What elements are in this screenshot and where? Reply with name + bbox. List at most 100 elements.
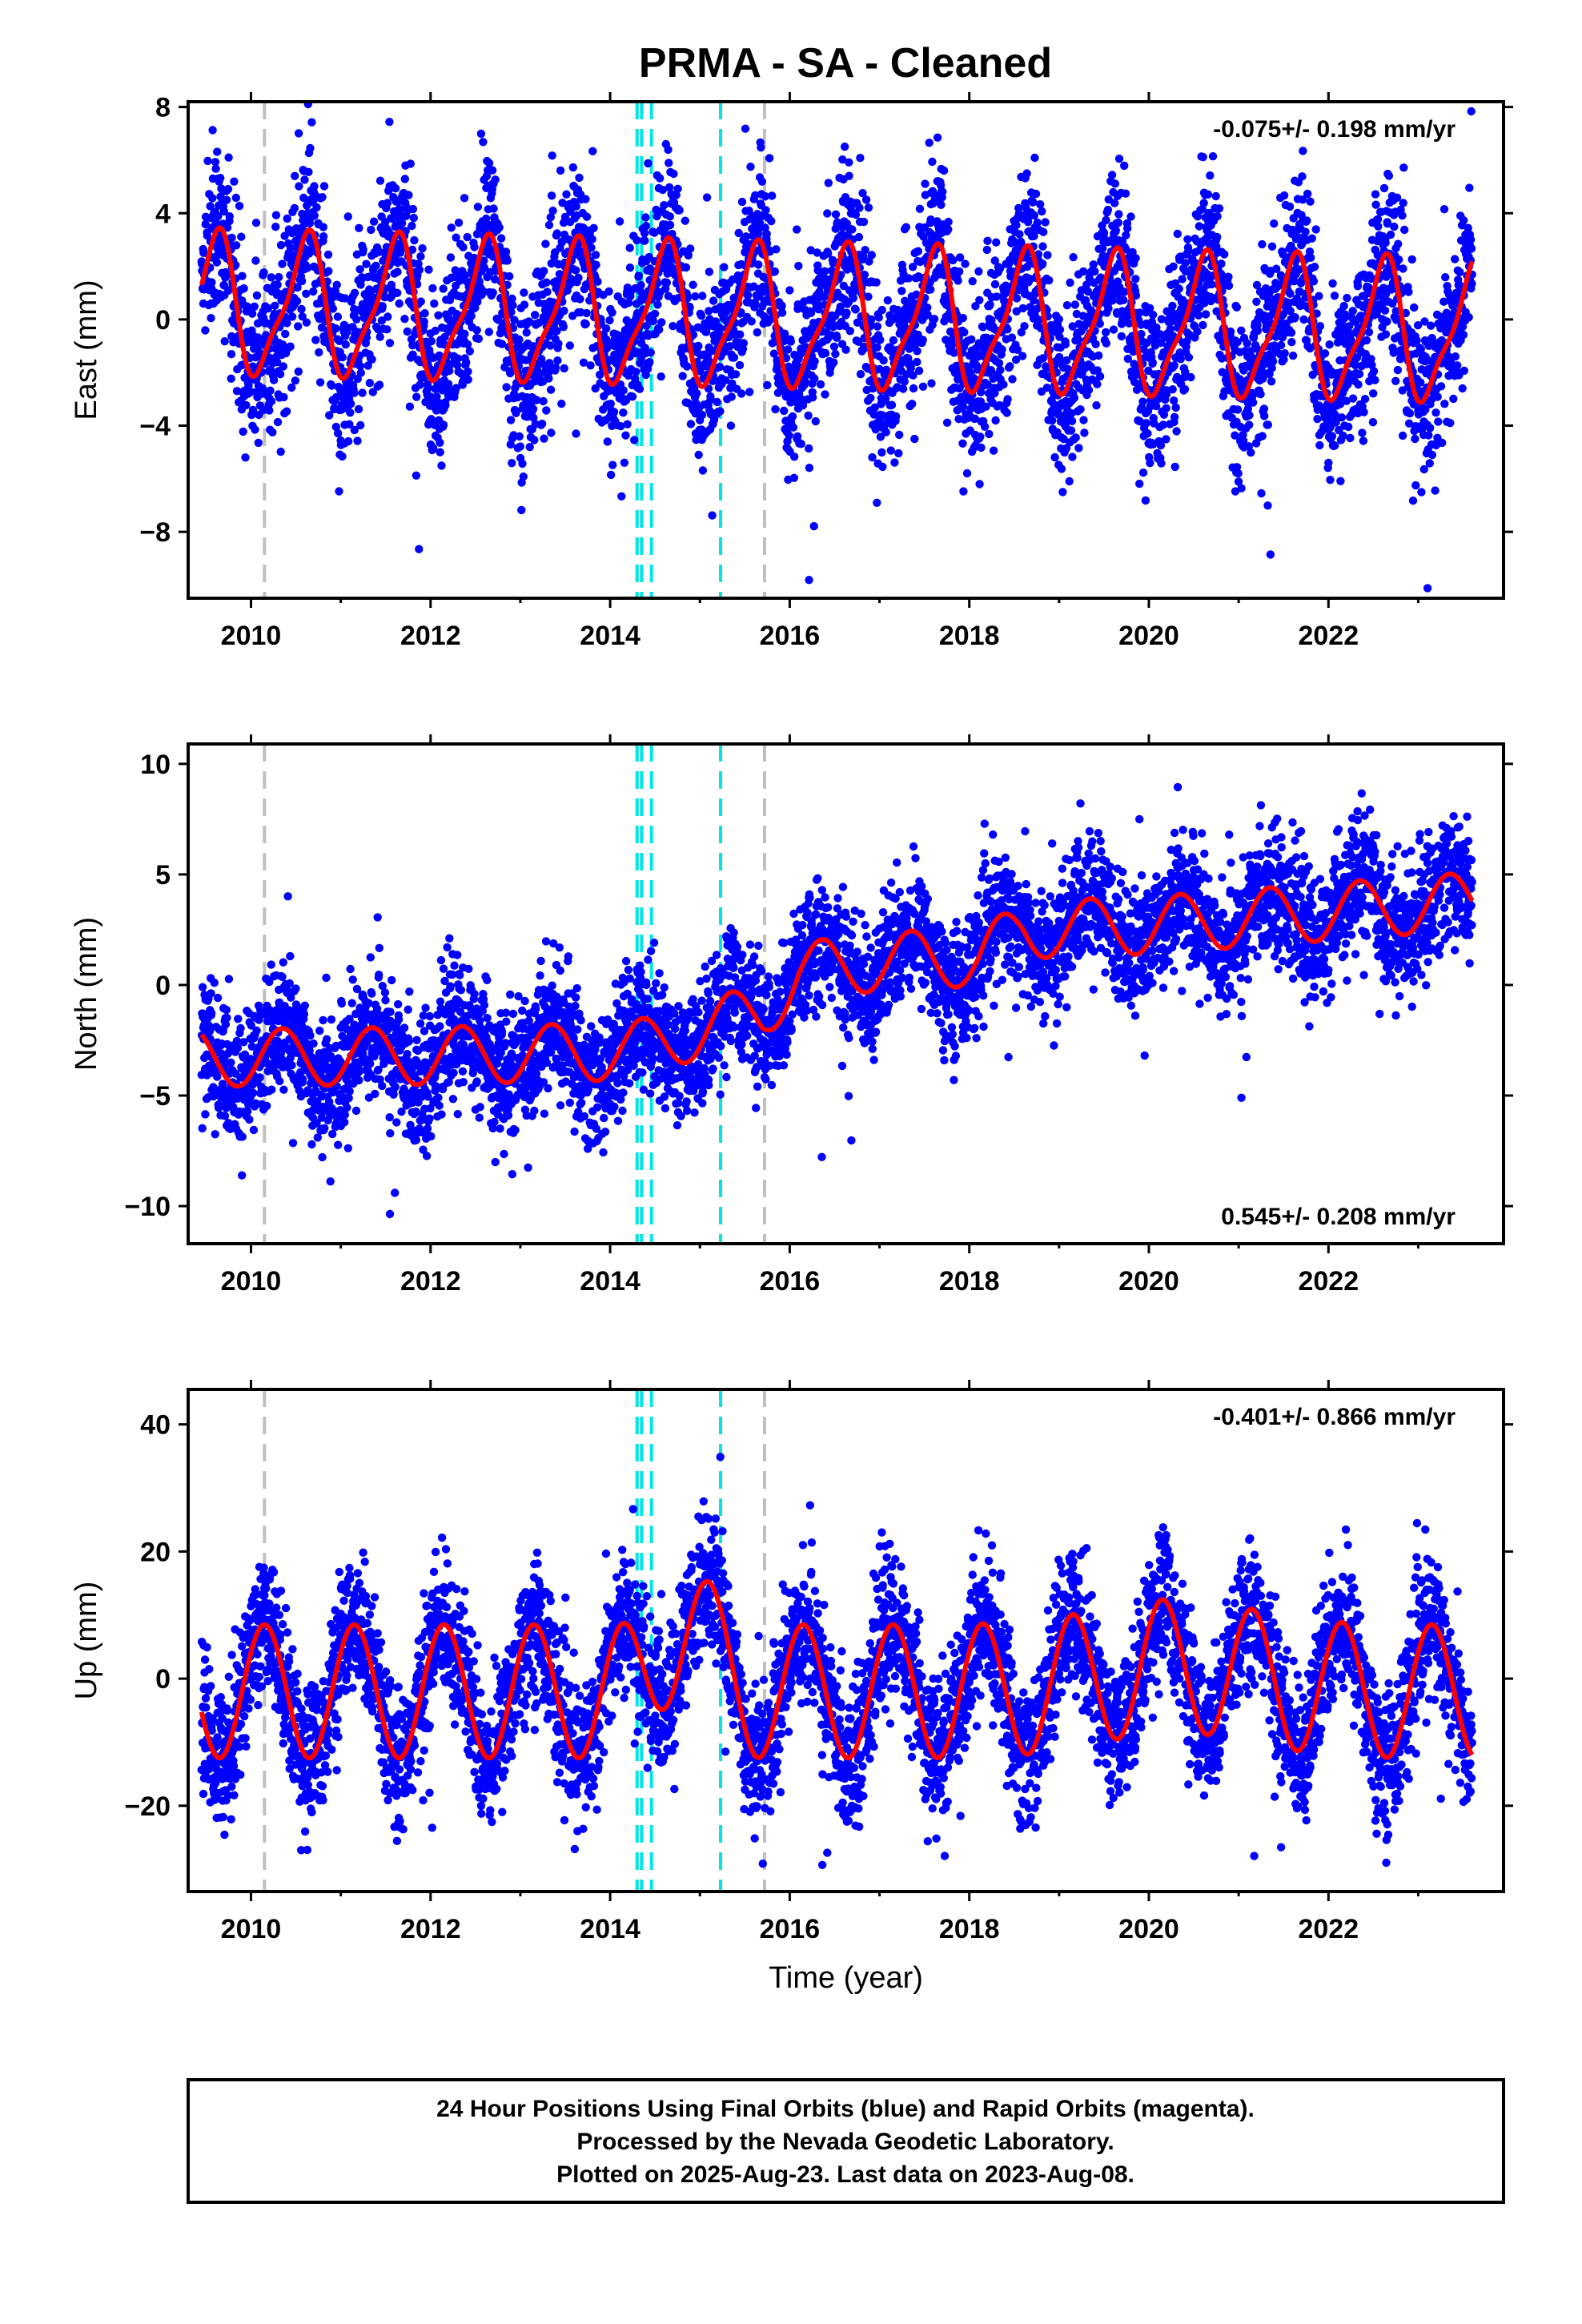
data-point xyxy=(810,357,819,366)
data-point xyxy=(484,159,494,167)
data-point xyxy=(262,331,271,340)
data-point xyxy=(1006,362,1014,371)
data-point xyxy=(1237,326,1246,335)
data-point xyxy=(737,197,747,207)
data-point xyxy=(1362,336,1371,345)
data-point xyxy=(777,308,787,317)
data-point xyxy=(220,337,229,346)
data-point xyxy=(1061,340,1070,349)
data-point xyxy=(805,576,813,585)
data-point xyxy=(408,341,417,350)
data-point xyxy=(1386,230,1395,239)
data-point xyxy=(1180,384,1190,394)
data-point xyxy=(291,376,299,385)
data-point xyxy=(408,245,417,254)
data-point xyxy=(1096,273,1106,282)
data-point xyxy=(1220,250,1229,259)
data-point xyxy=(254,438,263,448)
data-point xyxy=(615,217,624,226)
data-point xyxy=(378,302,387,311)
data-point xyxy=(1099,228,1109,237)
data-point xyxy=(1398,211,1407,220)
data-point xyxy=(877,305,886,315)
data-point xyxy=(479,138,488,147)
data-point xyxy=(1152,323,1161,332)
data-point xyxy=(303,102,312,109)
data-point xyxy=(362,259,371,268)
data-point xyxy=(831,210,841,219)
data-point xyxy=(998,345,1006,354)
data-point xyxy=(235,202,244,211)
data-point xyxy=(1106,289,1115,298)
data-point xyxy=(518,459,527,468)
data-point xyxy=(312,203,321,212)
data-point xyxy=(1410,303,1419,312)
data-point xyxy=(854,232,864,242)
data-point xyxy=(241,453,250,462)
data-point xyxy=(960,328,969,337)
data-point xyxy=(1069,253,1078,262)
data-point xyxy=(849,294,858,303)
data-point xyxy=(944,225,953,234)
data-point xyxy=(1119,296,1128,304)
data-point xyxy=(265,406,274,415)
data-point xyxy=(985,429,994,439)
data-point xyxy=(1121,189,1130,198)
data-point xyxy=(942,418,952,427)
data-point xyxy=(1231,431,1239,440)
data-point xyxy=(1135,479,1144,489)
data-point xyxy=(1102,215,1110,225)
data-point xyxy=(522,328,531,337)
data-point xyxy=(1184,247,1193,255)
data-point xyxy=(1303,216,1311,225)
data-point xyxy=(266,386,275,395)
data-point xyxy=(424,265,433,274)
data-point xyxy=(1224,281,1234,290)
data-point xyxy=(479,287,488,296)
data-point xyxy=(1062,301,1072,310)
data-point xyxy=(1307,253,1315,262)
data-point xyxy=(913,247,923,255)
data-point xyxy=(1358,428,1367,437)
data-point xyxy=(1199,152,1207,162)
data-point xyxy=(335,336,343,345)
data-point xyxy=(529,413,538,422)
data-point xyxy=(1280,349,1289,358)
data-point xyxy=(1330,292,1339,300)
data-point xyxy=(557,238,567,247)
data-point xyxy=(731,370,741,379)
data-point xyxy=(982,402,990,411)
data-point xyxy=(859,217,869,227)
data-point xyxy=(369,217,379,226)
data-point xyxy=(279,362,287,371)
data-point xyxy=(1404,287,1413,296)
data-point xyxy=(716,324,725,333)
data-point xyxy=(958,313,968,323)
data-point xyxy=(698,466,708,475)
data-point xyxy=(283,319,291,328)
data-point xyxy=(214,211,223,221)
data-point xyxy=(937,200,946,209)
data-point xyxy=(1151,401,1161,411)
data-point xyxy=(1393,365,1403,375)
data-point xyxy=(864,203,873,212)
data-point xyxy=(1343,380,1352,389)
data-point xyxy=(568,163,577,172)
data-point xyxy=(1108,296,1118,305)
data-point xyxy=(665,212,674,221)
data-point xyxy=(856,154,865,163)
data-point xyxy=(1391,376,1400,385)
data-point xyxy=(408,204,418,214)
data-point xyxy=(936,181,946,190)
data-point xyxy=(841,345,850,354)
data-point xyxy=(354,404,363,414)
data-point xyxy=(268,428,277,436)
data-point xyxy=(877,448,886,457)
data-point xyxy=(1342,396,1351,405)
data-point xyxy=(873,498,881,507)
data-point xyxy=(1339,301,1348,311)
data-point xyxy=(546,385,556,394)
data-point xyxy=(251,219,261,227)
data-point xyxy=(1146,459,1154,468)
data-point xyxy=(582,308,591,318)
